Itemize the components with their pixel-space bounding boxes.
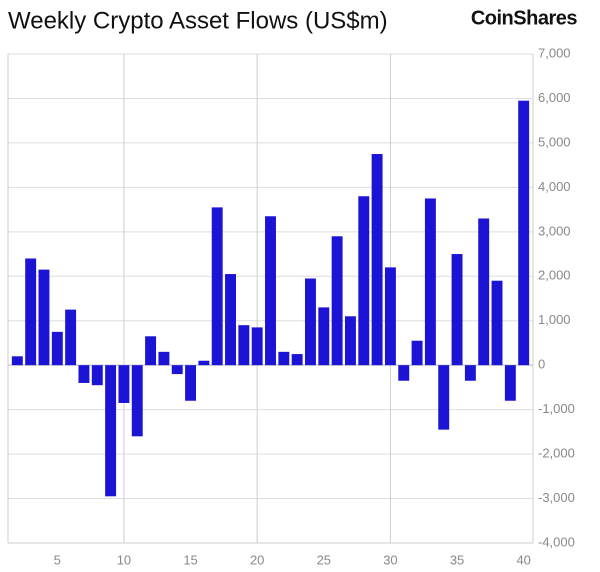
bar [491, 280, 503, 366]
bar [91, 365, 103, 386]
bar [398, 365, 410, 381]
bar [105, 365, 117, 497]
x-tick-label: 15 [183, 552, 197, 567]
bar [51, 331, 63, 366]
x-tick-label: 10 [117, 552, 131, 567]
y-tick-label: -1,000 [538, 401, 575, 416]
bar [65, 309, 77, 366]
bar [384, 267, 396, 366]
bar [145, 336, 157, 366]
bar [424, 198, 436, 366]
y-tick-label: 6,000 [538, 90, 571, 105]
y-tick-label: 0 [538, 357, 545, 372]
bar [344, 316, 356, 366]
y-tick-label: 4,000 [538, 179, 571, 194]
bar [438, 365, 450, 430]
bar [118, 365, 130, 403]
bar [371, 154, 383, 366]
y-tick-label: 2,000 [538, 268, 571, 283]
bar [185, 365, 197, 401]
bar [504, 365, 516, 401]
bar [451, 254, 463, 366]
bar [305, 278, 316, 366]
bar [464, 365, 476, 381]
bar [38, 269, 50, 366]
bar [25, 258, 37, 366]
bar [158, 351, 170, 366]
bar [318, 307, 330, 366]
x-tick-label: 35 [450, 552, 464, 567]
x-tick-label: 25 [317, 552, 331, 567]
y-tick-label: 3,000 [538, 223, 571, 238]
x-tick-label: 20 [250, 552, 264, 567]
bar [211, 207, 223, 366]
bar [171, 365, 183, 375]
bar [225, 274, 236, 366]
bar [518, 100, 530, 366]
bar [331, 236, 343, 366]
brand-logo: CoinShares [471, 7, 578, 29]
bar [78, 365, 90, 383]
chart-title: Weekly Crypto Asset Flows (US$m) [8, 7, 388, 34]
y-tick-label: 1,000 [538, 312, 571, 327]
bar [278, 351, 290, 366]
bar [265, 216, 276, 366]
y-tick-label: -4,000 [538, 534, 575, 549]
bar [478, 218, 490, 366]
bar [198, 360, 210, 366]
bar [11, 356, 23, 366]
x-tick-label: 5 [54, 552, 61, 567]
y-tick-label: -3,000 [538, 490, 575, 505]
bar [291, 354, 303, 366]
bar [358, 196, 370, 366]
bar [131, 365, 143, 437]
x-tick-label: 40 [516, 552, 530, 567]
y-tick-label: -2,000 [538, 446, 575, 461]
bar [411, 340, 423, 366]
y-tick-label: 7,000 [538, 45, 571, 60]
bar [238, 325, 250, 366]
y-tick-label: 5,000 [538, 134, 571, 149]
x-tick-label: 30 [383, 552, 397, 567]
bar [251, 327, 263, 366]
